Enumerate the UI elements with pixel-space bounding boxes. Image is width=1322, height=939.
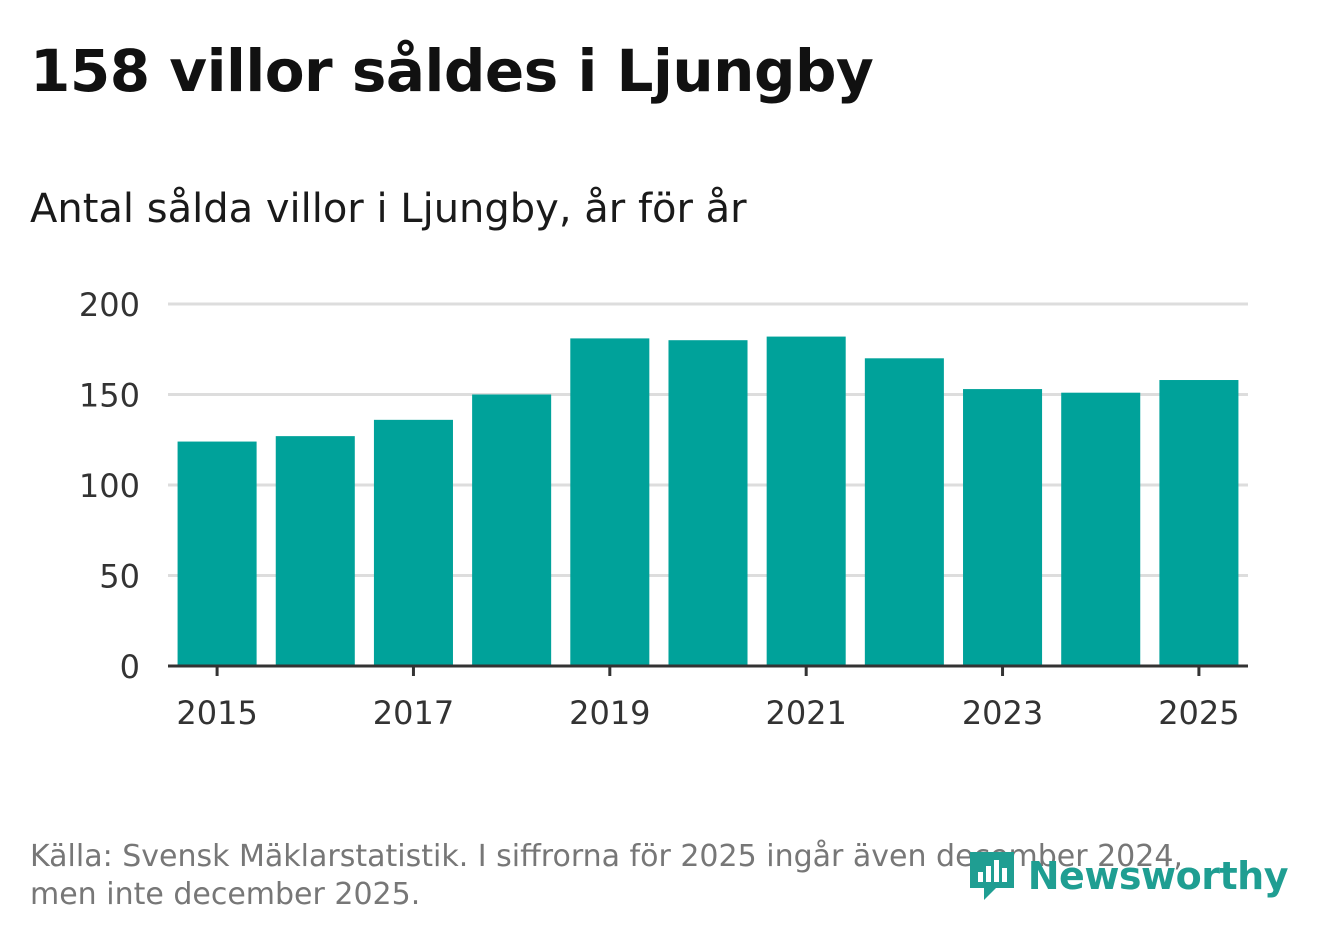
x-tick-label-2023: 2023	[962, 694, 1043, 732]
bar-2016	[275, 436, 355, 666]
bar-2017	[373, 419, 453, 666]
chart-title: 158 villor såldes i Ljungby	[30, 37, 874, 105]
x-tick-label-2019: 2019	[569, 694, 650, 732]
bars	[177, 336, 1239, 666]
newsworthy-logo-text: Newsworthy	[1027, 854, 1289, 898]
bar-2015	[177, 441, 257, 666]
source-line-2: men inte december 2025.	[30, 877, 421, 912]
bar-2020	[668, 340, 748, 666]
x-tick-label-2025: 2025	[1158, 694, 1239, 732]
bar-2022	[864, 358, 944, 666]
y-tick-label-100: 100	[79, 467, 140, 505]
y-tick-label-50: 50	[99, 558, 140, 596]
y-tick-label-150: 150	[79, 377, 140, 415]
bar-chart: 0 50 100 150 200 2015 2017 2019 2021 2023 2025	[79, 286, 1248, 732]
newsworthy-logo-icon	[969, 852, 1014, 900]
chart-subtitle: Antal sålda villor i Ljungby, år för år	[30, 186, 747, 232]
x-tick-label-2015: 2015	[176, 694, 257, 732]
y-tick-label-200: 200	[79, 286, 140, 324]
newsworthy-logo: Newsworthy	[966, 848, 1289, 904]
bar-2024	[1061, 392, 1141, 666]
bar-2025	[1159, 380, 1239, 666]
x-tick-label-2021: 2021	[765, 694, 846, 732]
x-tick-label-2017: 2017	[373, 694, 454, 732]
bar-2018	[472, 394, 552, 666]
axes: 0 50 100 150 200 2015 2017 2019 2021 2023 2025	[79, 286, 1248, 732]
bar-2021	[766, 336, 846, 666]
bar-2023	[963, 389, 1043, 666]
bar-2019	[570, 338, 650, 666]
y-tick-label-0: 0	[120, 648, 140, 686]
